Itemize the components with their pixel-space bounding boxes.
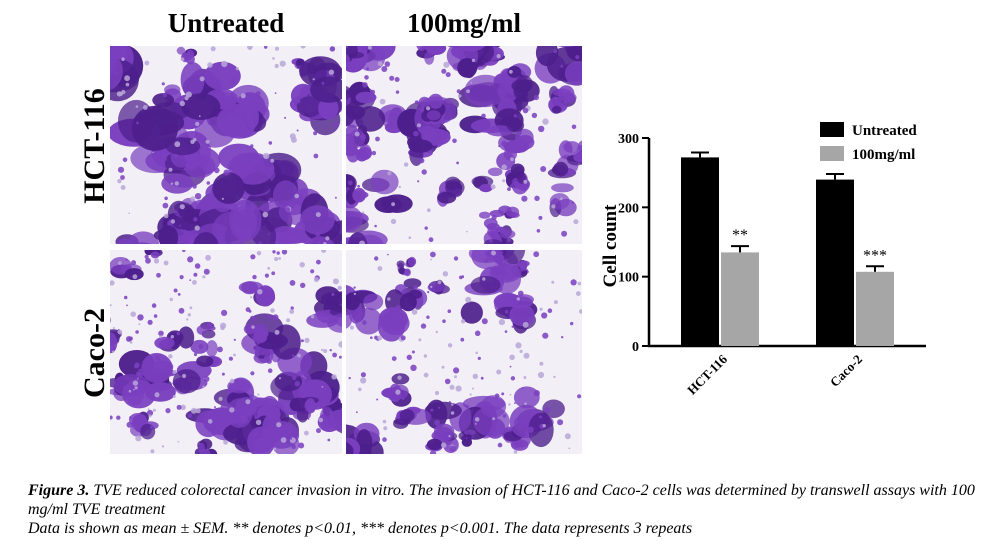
caption-line-2: Data is shown as mean ± SEM. ** denotes … <box>28 520 693 537</box>
caption-label: Figure 3. <box>28 482 90 499</box>
row-label-hct116: HCT-116 <box>78 88 111 204</box>
micrograph-hct116-treated <box>346 46 582 244</box>
column-header-treated: 100mg/ml <box>407 8 521 38</box>
y-tick-label: 100 <box>618 271 639 286</box>
micrograph-image <box>110 250 342 454</box>
x-tick-label: HCT-116 <box>684 351 730 397</box>
caption-line-1: TVE reduced colorectal cancer invasion i… <box>28 482 975 518</box>
legend-swatch <box>820 146 844 161</box>
bar-caco-2-0 <box>816 179 854 346</box>
y-tick-label: 0 <box>632 340 639 355</box>
y-tick-label: 200 <box>618 201 639 216</box>
cell-count-bar-chart: 0 100 200 300 Cell count ** HCT-116 *** Caco-2 Un… <box>600 122 926 398</box>
bar-hct-116-0 <box>681 157 719 346</box>
micrograph-image <box>346 46 582 244</box>
bar-hct-116-1 <box>721 252 759 346</box>
micrograph-caco2-untreated <box>110 250 342 454</box>
micrograph-hct116-untreated <box>110 46 342 244</box>
figure-caption: Figure 3. TVE reduced colorectal cancer … <box>28 481 993 538</box>
legend-swatch <box>820 122 844 137</box>
micrograph-caco2-treated <box>346 250 582 454</box>
column-header-untreated: Untreated <box>167 8 285 38</box>
x-tick-label: Caco-2 <box>827 352 865 390</box>
row-label-caco2: Caco-2 <box>78 308 111 398</box>
micrograph-image <box>110 46 342 244</box>
significance-label: ** <box>732 227 748 244</box>
y-axis-label: Cell count <box>600 204 621 288</box>
micrograph-image <box>346 250 582 454</box>
legend-label: 100mg/ml <box>852 147 915 163</box>
legend-label: Untreated <box>852 123 917 139</box>
y-tick-label: 300 <box>618 132 639 147</box>
significance-label: *** <box>863 247 887 264</box>
bar-caco-2-1 <box>856 271 894 346</box>
